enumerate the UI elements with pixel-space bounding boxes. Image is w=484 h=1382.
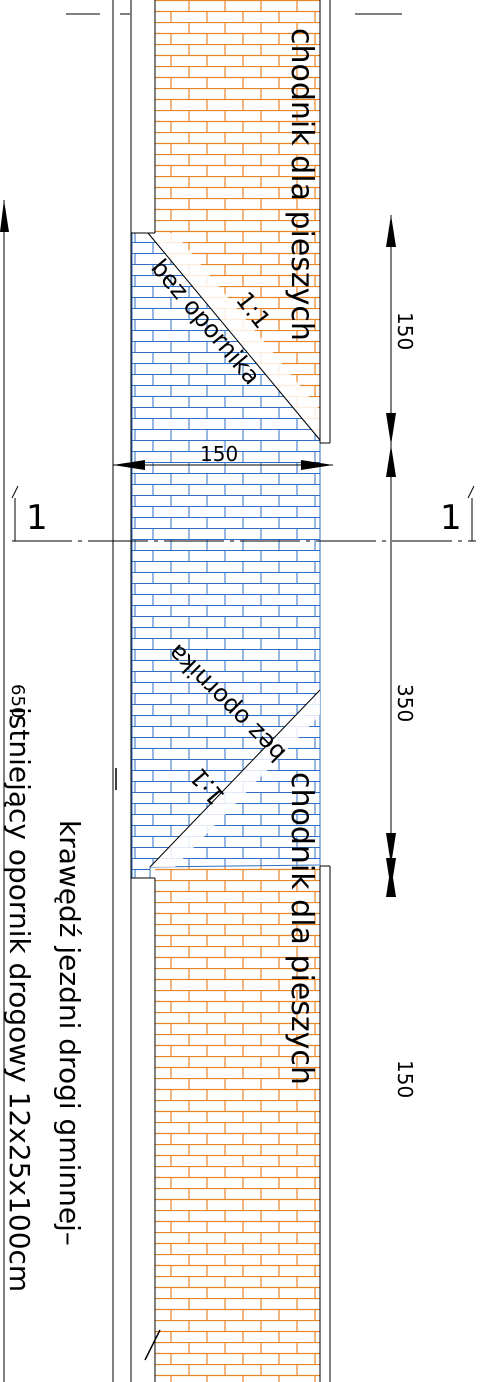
section-label-left: 1 (26, 498, 48, 538)
sidewalk-bottom-area (155, 866, 320, 1382)
section-line (11, 485, 476, 542)
existing-curb-label: istniejący opornik drogowy 12x25x100cm (3, 707, 36, 1292)
dimension-top-150: 150 (393, 312, 417, 350)
road-edge-label: krawędź jezdni drogi gminnej– (53, 820, 86, 1246)
dimension-width (113, 460, 333, 470)
dimension-bottom-150: 150 (393, 1060, 417, 1098)
structure-lines (112, 0, 331, 1382)
dimension-middle-350: 350 (393, 684, 417, 722)
dimension-width-label: 150 (200, 442, 238, 466)
dimension-chain-right (386, 215, 396, 897)
sidewalk-label-top: chodnik dla pieszych (284, 28, 319, 341)
sidewalk-label-bottom: chodnik dla pieszych (284, 772, 319, 1085)
dimension-total-650: 650 (7, 684, 28, 718)
section-label-right: 1 (440, 498, 462, 538)
bottom-leader (144, 1329, 161, 1361)
dimension-total-left (0, 200, 9, 1382)
